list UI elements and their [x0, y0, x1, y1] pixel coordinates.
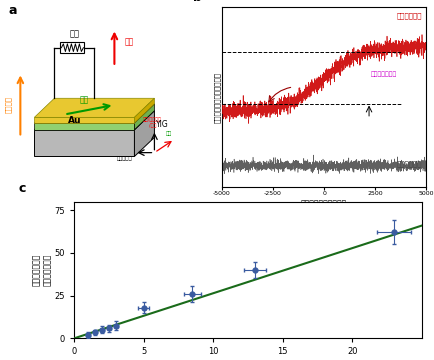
X-axis label: 磁場（エルステッド）: 磁場（エルステッド） [300, 199, 346, 208]
Text: 電圧: 電圧 [69, 29, 79, 38]
Text: ホール電圧: ホール電圧 [116, 156, 132, 161]
Polygon shape [34, 123, 134, 130]
Y-axis label: 異常ホール電図
（ナノボルト）: 異常ホール電図 （ナノボルト） [32, 254, 51, 286]
Text: b: b [193, 0, 202, 4]
Polygon shape [34, 111, 154, 130]
Bar [60, 42, 84, 53]
Y-axis label: ホール電圧（ナノボルト）: ホール電圧（ナノボルト） [214, 72, 220, 123]
Polygon shape [34, 104, 154, 123]
Polygon shape [34, 98, 154, 117]
Polygon shape [34, 117, 134, 123]
Text: Au: Au [67, 116, 81, 125]
Text: 温度勾配あり: 温度勾配あり [396, 13, 421, 19]
Text: a: a [8, 4, 17, 17]
X-axis label: 温度勾配（ケルビン毎ミリメートル）: 温度勾配（ケルビン毎ミリメートル） [205, 359, 290, 360]
Text: 磁場: 磁場 [124, 37, 133, 46]
Polygon shape [134, 111, 154, 157]
Text: 電流: 電流 [165, 131, 171, 136]
Text: 磁場/温度勾配
/厚さ: 磁場/温度勾配 /厚さ [143, 117, 161, 128]
Text: 異常ホール電圧: 異常ホール電圧 [370, 72, 396, 77]
Text: 温度勾配: 温度勾配 [5, 96, 12, 113]
Text: YIG: YIG [156, 120, 169, 129]
Polygon shape [34, 130, 134, 157]
Text: 電流: 電流 [79, 95, 89, 104]
Text: 温度勾配なし: 温度勾配なし [396, 160, 421, 167]
Polygon shape [134, 104, 154, 130]
Polygon shape [134, 98, 154, 123]
Text: c: c [18, 182, 26, 195]
